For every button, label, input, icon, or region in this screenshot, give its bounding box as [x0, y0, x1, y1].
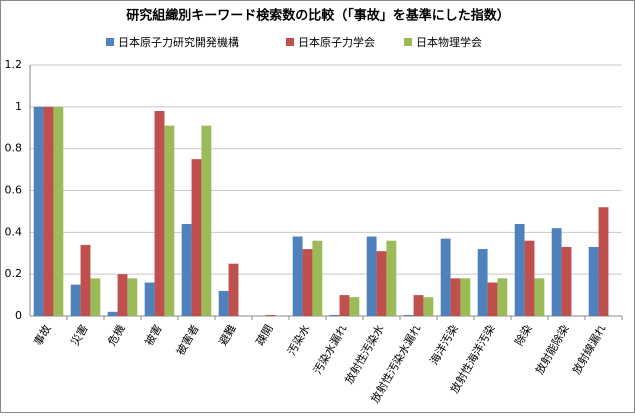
y-tick-label: 0.6	[5, 184, 23, 197]
bar	[181, 223, 192, 316]
bar	[440, 238, 451, 316]
bar	[292, 236, 303, 316]
bar	[33, 106, 44, 316]
legend-label: 日本物理学会	[416, 35, 482, 49]
bar	[561, 246, 572, 316]
bar	[90, 278, 101, 316]
bar	[534, 278, 545, 316]
y-tick-label: 0	[15, 309, 22, 322]
legend-swatch	[106, 38, 114, 46]
bar	[43, 106, 54, 316]
bar	[53, 106, 64, 316]
bar	[514, 223, 525, 316]
bar	[376, 251, 387, 316]
y-tick-label: 0.2	[5, 267, 23, 280]
bar	[228, 263, 239, 316]
bar	[312, 240, 323, 316]
bar	[329, 314, 340, 316]
bar	[588, 246, 599, 316]
bar	[403, 314, 414, 316]
bar	[349, 297, 360, 316]
bar	[127, 278, 138, 316]
bar	[487, 282, 498, 316]
bar	[201, 125, 212, 317]
bar	[339, 295, 350, 316]
legend-swatch	[404, 38, 412, 46]
chart-title: 研究組織別キーワード検索数の比較（「事故」を基準にした指数）	[126, 8, 510, 24]
bar	[218, 290, 229, 316]
bar	[477, 249, 488, 316]
bar	[366, 236, 377, 316]
bar	[70, 284, 81, 316]
bar	[302, 249, 313, 316]
bar	[386, 240, 397, 316]
bar	[117, 274, 128, 316]
bar	[524, 240, 535, 316]
legend-swatch	[286, 38, 294, 46]
y-tick-label: 1	[15, 100, 22, 113]
bar	[154, 111, 165, 317]
bar	[551, 228, 562, 316]
legend-label: 日本原子力学会	[298, 35, 375, 49]
bar	[598, 207, 609, 316]
y-tick-label: 1.2	[5, 58, 23, 71]
bar	[164, 125, 175, 317]
bar	[413, 295, 424, 316]
legend-label: 日本原子力研究開発機構	[118, 35, 239, 49]
bar	[80, 244, 91, 316]
bar	[423, 297, 434, 316]
bar	[497, 278, 508, 316]
bar	[107, 311, 118, 316]
bar	[450, 278, 461, 316]
y-tick-label: 0.8	[5, 142, 23, 155]
bar	[144, 282, 155, 316]
bar	[460, 278, 471, 316]
y-tick-label: 0.4	[5, 225, 23, 238]
bar	[265, 314, 276, 316]
bar	[191, 159, 202, 316]
